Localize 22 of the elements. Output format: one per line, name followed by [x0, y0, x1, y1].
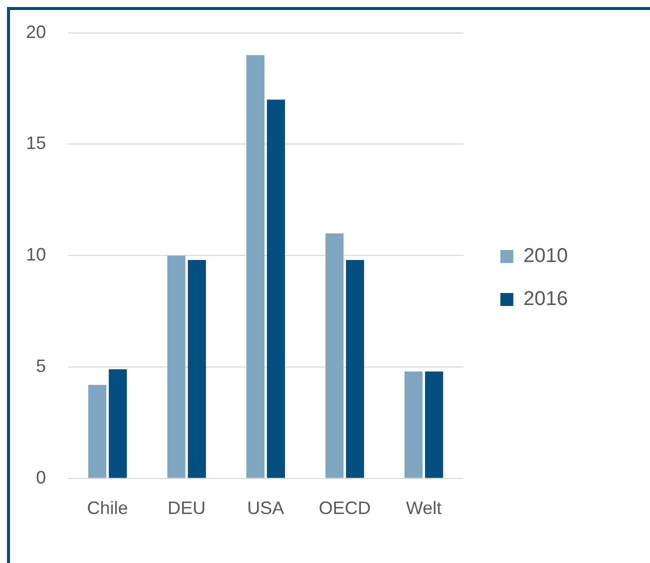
x-tick-label: USA	[247, 498, 284, 518]
bar	[404, 371, 423, 478]
x-tick-label: Chile	[87, 498, 128, 518]
y-tick-label: 20	[26, 22, 46, 42]
bar	[266, 100, 285, 478]
y-tick-label: 0	[36, 467, 46, 488]
bar	[325, 233, 344, 478]
bar	[167, 256, 186, 478]
x-tick-label: Welt	[406, 498, 442, 518]
x-tick-label: OECD	[318, 498, 371, 518]
bar	[188, 260, 206, 478]
bar	[246, 55, 264, 478]
legend-label: 2016	[523, 288, 568, 310]
bar	[108, 369, 127, 478]
bar	[346, 260, 364, 478]
y-tick-label: 15	[26, 133, 46, 154]
legend-label: 2010	[523, 245, 568, 268]
y-tick-label: 10	[26, 244, 46, 265]
bar	[425, 371, 444, 478]
x-tick-label: DEU	[168, 498, 206, 518]
y-tick-label: 5	[36, 356, 46, 376]
bar	[88, 384, 106, 478]
